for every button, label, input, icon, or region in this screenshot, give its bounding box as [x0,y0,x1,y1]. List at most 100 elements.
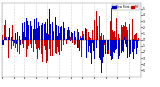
Bar [78,32,79,40]
Bar [42,23,43,40]
Bar [58,40,59,52]
Bar [85,28,86,40]
Bar [47,40,48,61]
Bar [9,39,10,40]
Bar [32,23,33,40]
Bar [129,40,130,57]
Bar [47,19,48,40]
Bar [128,34,129,40]
Bar [4,37,5,40]
Bar [4,25,5,40]
Bar [102,40,103,63]
Bar [41,25,42,40]
Bar [83,34,84,40]
Bar [87,35,88,40]
Bar [124,26,125,40]
Bar [45,40,46,50]
Bar [135,34,136,40]
Bar [28,40,29,46]
Bar [79,40,80,51]
Bar [2,35,3,40]
Bar [7,40,8,53]
Bar [71,39,72,40]
Bar [77,29,78,40]
Bar [69,30,70,40]
Bar [44,40,45,46]
Bar [80,38,81,40]
Bar [76,32,77,40]
Bar [28,25,29,40]
Bar [125,22,126,40]
Bar [36,18,37,40]
Bar [29,15,30,40]
Bar [99,40,100,58]
Bar [6,37,7,40]
Bar [91,40,92,42]
Bar [89,37,90,40]
Bar [135,40,136,41]
Bar [105,40,106,54]
Bar [120,23,121,40]
Bar [12,25,13,40]
Bar [77,40,78,48]
Bar [43,35,44,40]
Bar [7,40,8,46]
Bar [108,40,109,54]
Bar [66,40,67,44]
Bar [48,34,49,40]
Bar [88,40,89,52]
Bar [72,33,73,40]
Bar [5,38,6,40]
Bar [14,40,15,43]
Bar [9,28,10,40]
Bar [94,20,95,40]
Bar [85,34,86,40]
Bar [5,20,6,40]
Bar [12,40,13,41]
Bar [74,40,75,45]
Bar [64,39,65,40]
Bar [126,27,127,40]
Bar [90,38,91,40]
Bar [133,39,134,40]
Bar [14,40,15,43]
Bar [70,37,71,40]
Bar [137,40,138,48]
Bar [3,40,4,45]
Bar [122,27,123,40]
Bar [72,40,73,43]
Bar [27,21,28,40]
Bar [130,40,131,47]
Bar [53,32,54,40]
Bar [136,40,137,54]
Bar [33,29,34,40]
Bar [71,32,72,40]
Bar [134,35,135,40]
Bar [108,40,109,50]
Bar [75,40,76,44]
Bar [115,37,116,40]
Bar [121,40,122,54]
Bar [69,36,70,40]
Bar [32,40,33,45]
Bar [131,40,132,45]
Bar [113,32,114,40]
Bar [61,26,62,40]
Bar [138,38,139,40]
Bar [31,26,32,40]
Bar [19,40,20,54]
Bar [138,40,139,41]
Bar [50,40,51,56]
Bar [73,40,74,48]
Bar [37,40,38,59]
Bar [123,25,124,40]
Bar [46,40,47,63]
Bar [86,29,87,40]
Bar [122,40,123,51]
Bar [93,40,94,51]
Bar [25,37,26,40]
Bar [17,40,18,52]
Bar [132,40,133,52]
Bar [119,38,120,40]
Bar [55,17,56,40]
